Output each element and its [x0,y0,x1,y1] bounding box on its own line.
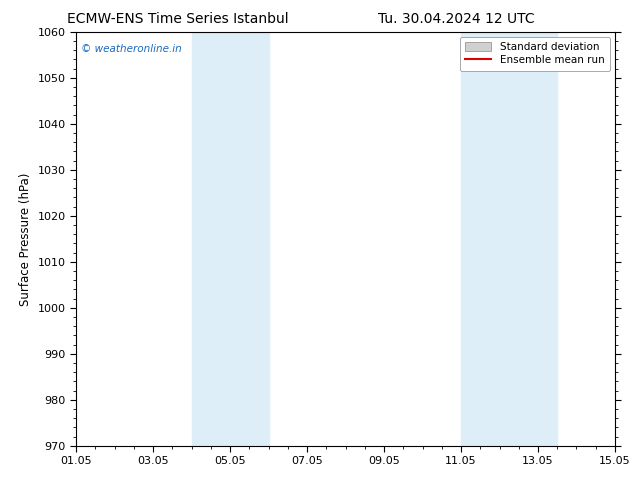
Bar [191,32,269,446]
Legend: Standard deviation, Ensemble mean run: Standard deviation, Ensemble mean run [460,37,610,71]
Y-axis label: Surface Pressure (hPa): Surface Pressure (hPa) [19,172,32,306]
Text: © weatheronline.in: © weatheronline.in [81,44,182,54]
Text: Tu. 30.04.2024 12 UTC: Tu. 30.04.2024 12 UTC [378,12,535,26]
Bar [461,32,557,446]
Text: ECMW-ENS Time Series Istanbul: ECMW-ENS Time Series Istanbul [67,12,288,26]
